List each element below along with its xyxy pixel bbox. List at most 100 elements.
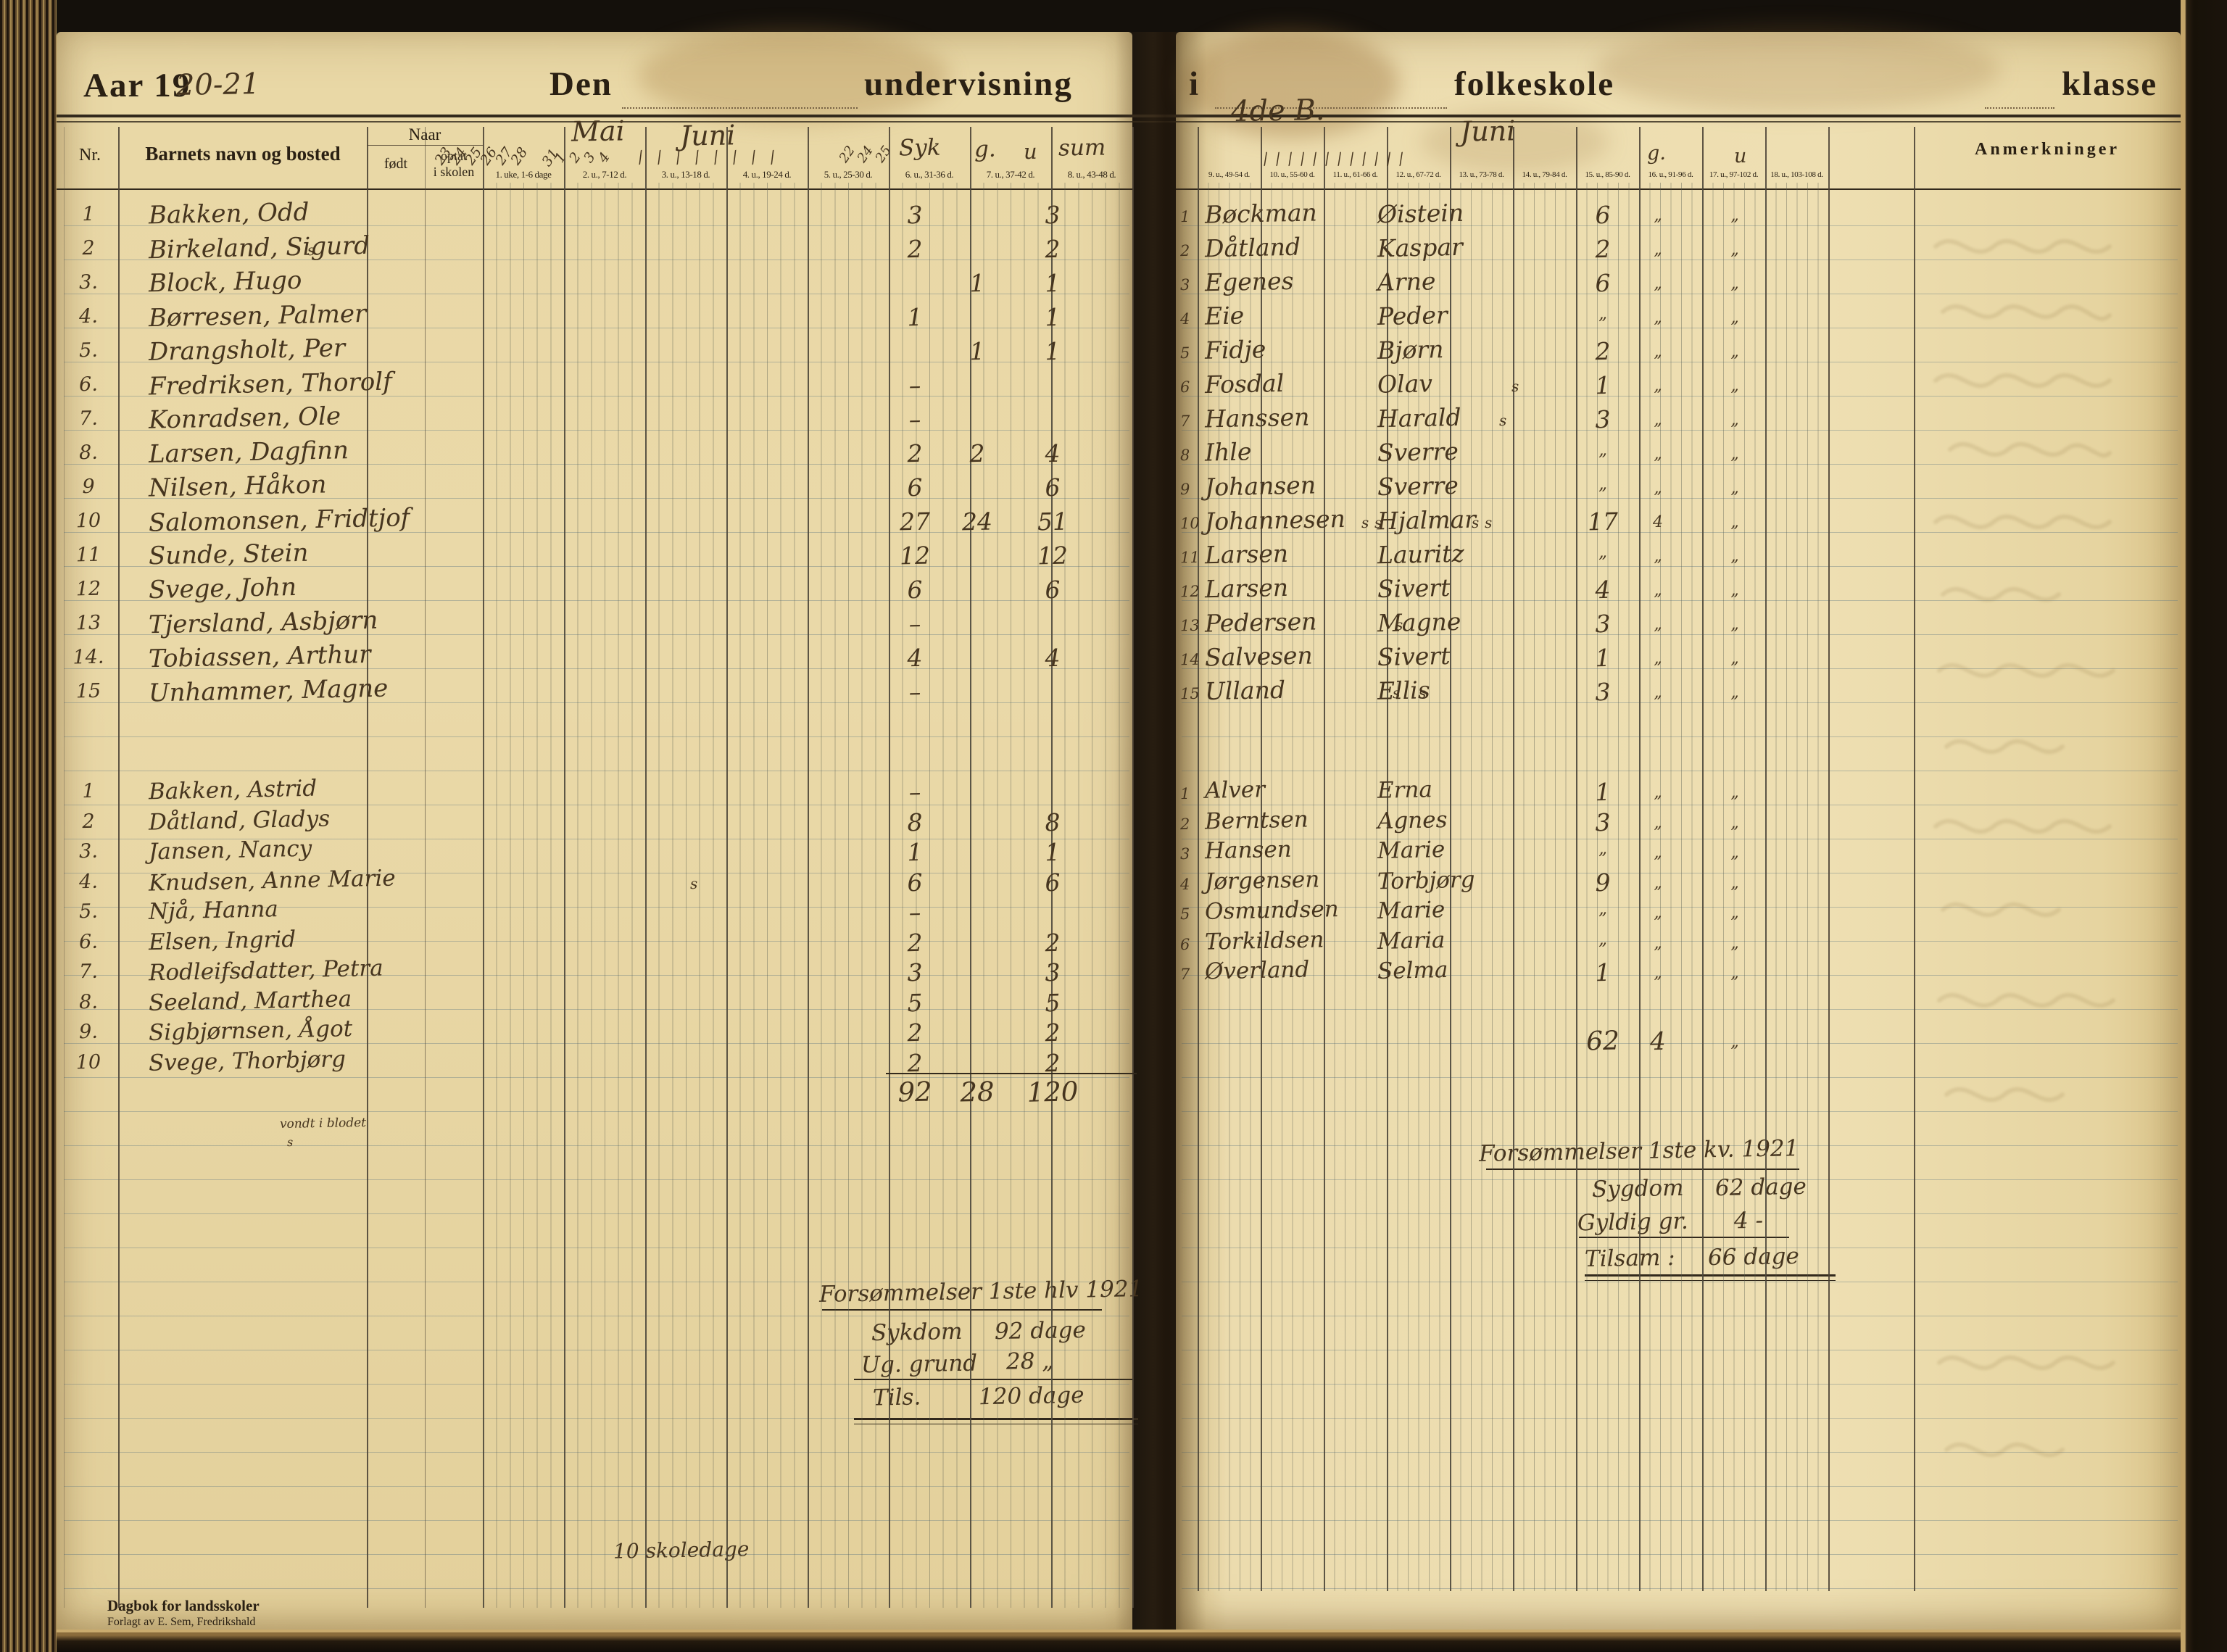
attendance-v1: „	[1598, 839, 1608, 859]
row-nr: 5.	[78, 339, 99, 362]
pupil-givenname: Sivert	[1377, 573, 1451, 604]
pupil-surname: Fosdal	[1204, 368, 1285, 399]
ditto-mark: „	[1730, 512, 1739, 532]
ditto-mark: „	[1730, 934, 1739, 952]
grid-line-vertical	[1702, 127, 1704, 1591]
blank-underline	[1215, 86, 1447, 109]
week-label: 8. u., 43-48 d.	[1067, 169, 1116, 180]
day-subcolumn-grid	[645, 183, 726, 1608]
week-label: 10. u., 55-60 d.	[1269, 170, 1315, 179]
day-subcolumn-grid	[1639, 183, 1702, 1591]
grid-line-vertical	[1198, 127, 1199, 1591]
attendance-v1: 2	[1595, 234, 1611, 264]
row-nr: 2	[82, 810, 95, 833]
ditto-mark: „	[1730, 649, 1739, 668]
ditto-mark: „	[1654, 547, 1662, 566]
grid-line-vertical	[367, 127, 368, 1608]
pupil-givenname: Øistein	[1377, 198, 1464, 229]
grid-line-vertical	[483, 127, 484, 1608]
attendance-v1: „	[1598, 542, 1608, 563]
attendance-v1: „	[1598, 440, 1608, 460]
ditto-mark: „	[1654, 873, 1662, 892]
row-nr: 11	[75, 543, 101, 567]
total-v2: 4	[1649, 1026, 1667, 1057]
attendance-sum: 2	[1045, 234, 1061, 264]
attendance-syk: 1	[907, 302, 923, 332]
pupil-name: Nilsen, Håkon	[148, 470, 327, 503]
week-label: 13. u., 73-78 d.	[1459, 170, 1504, 179]
grid-line-vertical	[808, 127, 809, 1608]
row-nr: 1	[82, 202, 95, 226]
pupil-name: Larsen, Dagfinn	[148, 436, 349, 469]
ditto-mark: „	[1730, 274, 1739, 294]
attendance-sum: 2	[1045, 928, 1061, 957]
pupil-surname: Berntsen	[1204, 806, 1309, 834]
attendance-sum: 1	[1045, 336, 1061, 366]
attendance-sum: 51	[1037, 507, 1069, 536]
attendance-gyldig: 2	[969, 439, 985, 468]
ditto-mark: „	[1654, 934, 1662, 952]
pupil-name: Sigbjørnsen, Ågot	[148, 1016, 353, 1046]
attendance-v1: 3	[1595, 808, 1611, 837]
ditto-mark: „	[1730, 308, 1739, 328]
left-summary-title-underline	[822, 1309, 1102, 1311]
attendance-syk: –	[908, 609, 921, 639]
week-label: 1. uke, 1-6 dage	[495, 169, 552, 180]
attendance-syk: 3	[907, 200, 923, 230]
ditto-mark: „	[1654, 206, 1662, 225]
header-klasse: klasse	[2062, 65, 2158, 103]
day-subcolumn-grid	[1513, 183, 1576, 1591]
week-label: 2. u., 7-12 d.	[582, 169, 627, 180]
attendance-v1: „	[1598, 929, 1608, 949]
left-summary-midrule	[854, 1379, 1134, 1380]
pupil-name: Konradsen, Ole	[148, 402, 341, 435]
week-label: 14. u., 79-84 d.	[1522, 170, 1567, 179]
attendance-mark: s	[1395, 615, 1403, 634]
week-label: 6. u., 31-36 d.	[905, 169, 954, 180]
attendance-sum: 6	[1045, 575, 1061, 605]
imprint-publisher: Forlagt av E. Sem, Fredrikshald	[107, 1616, 256, 1628]
year-label: Aar 19	[83, 67, 191, 104]
book-spine-page-stack	[0, 0, 57, 1652]
ditto-mark: „	[1654, 342, 1662, 362]
attendance-syk: 3	[907, 958, 923, 987]
year-handwritten: 20-21	[175, 67, 260, 103]
attendance-syk: 6	[907, 868, 923, 897]
pupil-surname: Alver	[1204, 776, 1266, 804]
row-nr: 6	[1179, 935, 1190, 953]
col-sum-handwritten: sum	[1058, 134, 1106, 162]
pupil-name: Svege, Thorbjørg	[148, 1045, 347, 1076]
pupil-surname: Larsen	[1204, 539, 1289, 570]
attendance-v1: 9	[1595, 868, 1611, 897]
grid-line-vertical	[1828, 127, 1830, 1591]
attendance-gyldig: 1	[969, 268, 985, 298]
pupil-surname: Osmundsen	[1204, 896, 1340, 925]
right-summary-midrule	[1579, 1237, 1789, 1238]
pupil-name: Børresen, Palmer	[148, 299, 367, 333]
row-nr: 6.	[78, 930, 99, 953]
row-nr: 1	[1179, 207, 1190, 226]
ditto-mark: „	[1730, 843, 1739, 863]
pupil-surname: Øverland	[1204, 956, 1310, 985]
row-nr: 6	[1179, 378, 1190, 397]
blank-underline	[1985, 86, 2054, 109]
note-svege: vondt i blodet	[279, 1115, 367, 1132]
ditto-mark: „	[1730, 581, 1739, 600]
row-nr: 5.	[78, 900, 99, 923]
pupil-givenname: Peder	[1377, 300, 1448, 331]
pupil-givenname: Hjalmar	[1377, 505, 1477, 536]
day-subcolumn-grid	[483, 183, 564, 1608]
imprint-title: Dagbok for landsskoler	[107, 1597, 260, 1614]
attendance-mark: s	[1498, 411, 1507, 430]
attendance-sum: 12	[1037, 541, 1069, 570]
attendance-mark: s	[1418, 684, 1427, 702]
grid-line-vertical	[1324, 127, 1325, 1591]
attendance-v1: 6	[1595, 268, 1611, 298]
pupil-givenname: Arne	[1377, 267, 1436, 296]
pupil-givenname: Harald	[1377, 402, 1461, 433]
row-nr: 5	[1179, 905, 1190, 923]
pupil-surname: Hanssen	[1204, 402, 1310, 433]
totals-rule	[886, 1073, 1137, 1074]
week-label: 17. u., 97-102 d.	[1709, 170, 1759, 179]
pupil-name: Fredriksen, Thorolf	[148, 367, 393, 402]
